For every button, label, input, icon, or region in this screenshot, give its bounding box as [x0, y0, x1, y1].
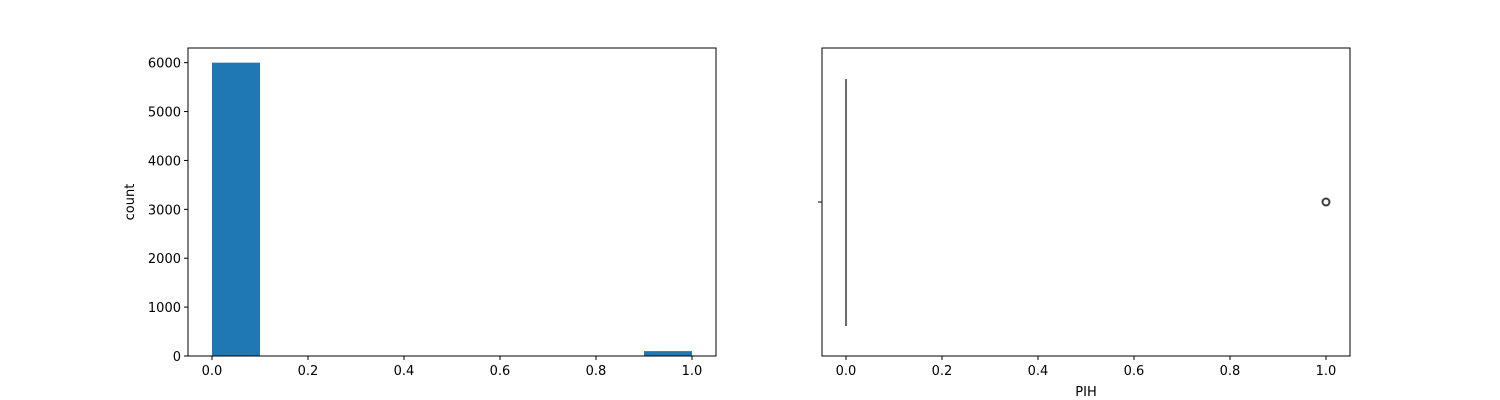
hist-x-tick-label: 0.8 [586, 364, 607, 379]
box-x-tick-label: 0.8 [1220, 364, 1241, 379]
hist-y-tick-label: 6000 [148, 57, 181, 72]
hist-y-tick-label: 3000 [148, 203, 181, 218]
hist-x-tick-label: 1.0 [682, 364, 703, 379]
hist-x-tick-label: 0.0 [202, 364, 223, 379]
box-x-tick-label: 1.0 [1316, 364, 1337, 379]
histogram-bar [644, 351, 692, 356]
histogram-bar [212, 62, 260, 357]
hist-x-tick-label: 0.2 [298, 364, 319, 379]
box-x-tick-label: 0.2 [932, 364, 953, 379]
hist-y-tick-label: 0 [173, 350, 181, 365]
hist-x-tick-label: 0.4 [394, 364, 415, 379]
hist-y-axis-label: count [123, 184, 138, 221]
hist-y-tick-label: 1000 [148, 301, 181, 316]
hist-x-tick-label: 0.6 [490, 364, 511, 379]
box-plot-frame [821, 47, 1351, 357]
histogram-chart: 0.0 0.2 0.4 0.6 0.8 1.0 0 1000 2000 3000 4000 5000 6… [123, 47, 717, 379]
box-x-tick-label: 0.6 [1124, 364, 1145, 379]
boxplot-chart: 0.0 0.2 0.4 0.6 0.8 1.0 PIH [818, 47, 1351, 400]
hist-y-tick-label: 2000 [148, 252, 181, 267]
box-outlier-point [1321, 197, 1331, 207]
hist-plot-frame [187, 47, 717, 357]
box-x-tick-label: 0.4 [1028, 364, 1049, 379]
box-x-tick-label: 0.0 [836, 364, 857, 379]
box-x-axis-label: PIH [1075, 385, 1096, 400]
hist-y-tick-label: 5000 [148, 106, 181, 121]
hist-y-tick-label: 4000 [148, 154, 181, 169]
